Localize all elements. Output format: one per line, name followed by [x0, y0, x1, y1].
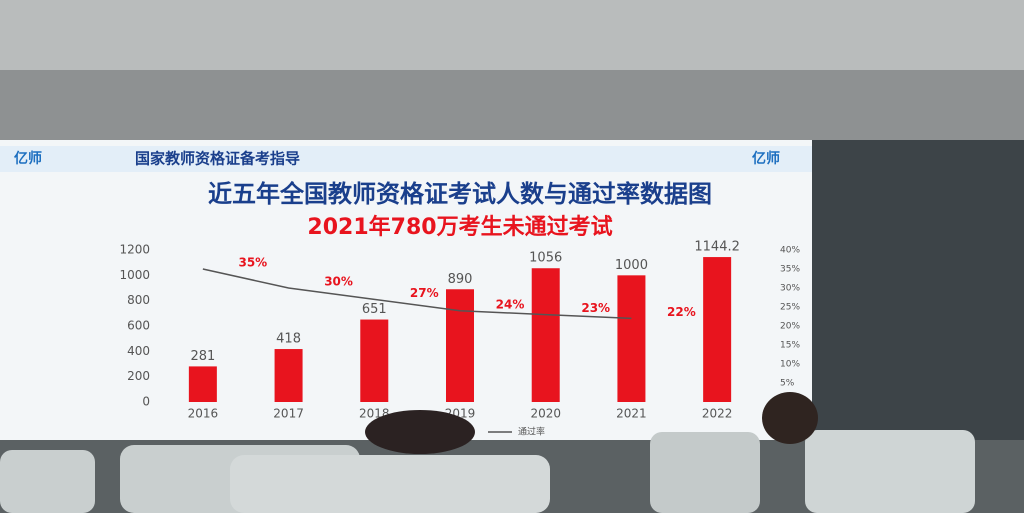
- side-wall: [805, 140, 1024, 440]
- bar: [531, 268, 560, 402]
- data-label: 651: [362, 302, 387, 317]
- y-tick-label: 400: [127, 344, 150, 358]
- y2-tick-label: 40%: [780, 246, 800, 256]
- y-tick-label: 200: [127, 369, 150, 383]
- data-label: 1056: [529, 251, 562, 266]
- data-label: 1144.2: [694, 240, 740, 255]
- y2-tick-label: 25%: [780, 303, 800, 313]
- seat: [805, 430, 975, 513]
- y-tick-label: 1000: [119, 268, 150, 282]
- rate-label: 35%: [238, 256, 267, 270]
- chart-title: 近五年全国教师资格证考试人数与通过率数据图: [208, 180, 712, 208]
- y2-tick-label: 30%: [780, 284, 800, 294]
- rate-label: 22%: [667, 305, 696, 319]
- bar: [274, 349, 303, 402]
- y-tick-label: 1200: [119, 243, 150, 257]
- y2-tick-label: 35%: [780, 265, 800, 275]
- screen: [0, 140, 812, 440]
- chart-subtitle: 2021年780万考生未通过考试: [307, 214, 612, 240]
- data-label: 890: [448, 272, 473, 287]
- header-band: [0, 146, 812, 172]
- brand: 亿师: [14, 150, 42, 167]
- head: [762, 392, 818, 444]
- y2-tick-label: 20%: [780, 322, 800, 332]
- rate-label: 23%: [581, 301, 610, 315]
- bar: [360, 319, 389, 402]
- legend-label: 通过率: [518, 426, 545, 438]
- x-tick-label: 2017: [273, 407, 304, 421]
- x-tick-label: 2021: [616, 407, 647, 421]
- bar: [188, 366, 217, 402]
- rate-label: 27%: [410, 286, 439, 300]
- wall: [0, 70, 1024, 140]
- data-label: 1000: [615, 258, 648, 273]
- chart: 0200400600800100012000%5%10%15%20%25%30%…: [119, 240, 800, 438]
- bar: [703, 257, 732, 402]
- data-label: 281: [190, 349, 215, 364]
- seat: [650, 432, 760, 513]
- y-tick-label: 800: [127, 293, 150, 307]
- brand: 亿师: [752, 150, 780, 167]
- ceiling: [0, 0, 1024, 70]
- seat: [230, 455, 550, 513]
- bar: [446, 289, 474, 402]
- bar: [617, 275, 646, 402]
- rate-label: 24%: [496, 297, 525, 311]
- x-tick-label: 2016: [188, 407, 219, 421]
- rate-line: [202, 268, 632, 320]
- header-title: 国家教师资格证备考指导: [135, 150, 300, 168]
- y2-tick-label: 15%: [780, 341, 800, 351]
- x-tick-label: 2020: [530, 407, 561, 421]
- y-tick-label: 0: [142, 395, 150, 409]
- rate-label: 30%: [324, 275, 353, 289]
- data-label: 418: [276, 332, 301, 347]
- seat: [0, 450, 95, 513]
- y2-tick-label: 5%: [780, 379, 795, 389]
- head: [365, 410, 475, 454]
- y-tick-label: 600: [127, 319, 150, 333]
- y2-tick-label: 10%: [780, 360, 800, 370]
- x-tick-label: 2022: [702, 407, 733, 421]
